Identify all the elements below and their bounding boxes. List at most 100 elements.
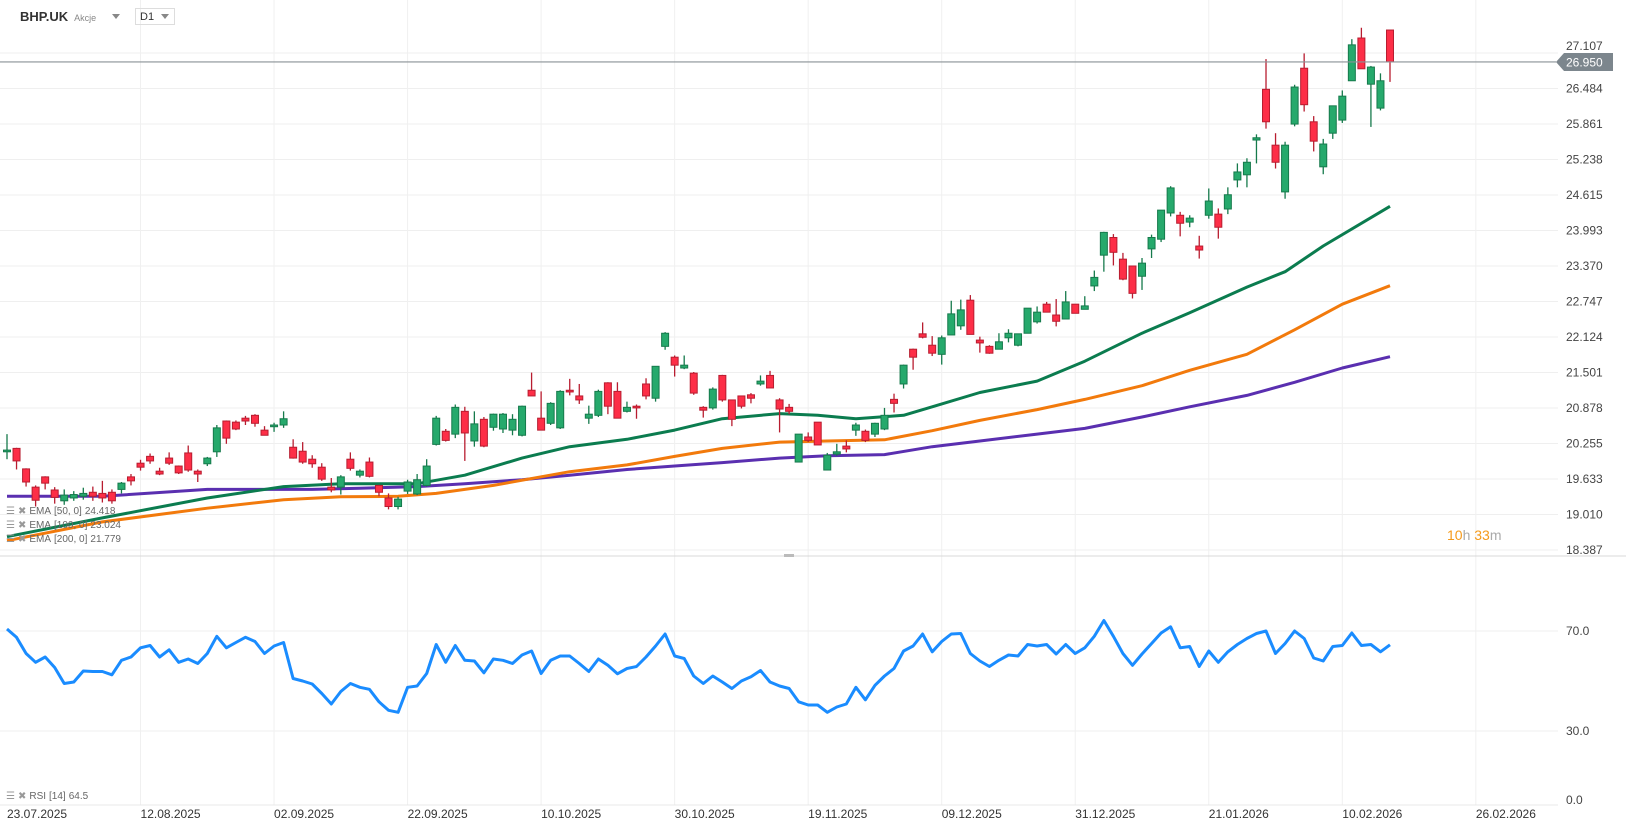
- candle-body: [222, 420, 231, 439]
- candle-body: [699, 406, 708, 411]
- candle-body: [632, 405, 641, 409]
- ema-line-100: [6, 284, 1391, 543]
- candle-body: [60, 494, 69, 502]
- candle-down: [12, 447, 21, 470]
- price-tick-label: 20.255: [1566, 437, 1603, 451]
- candle-body: [308, 458, 317, 465]
- candle-body: [603, 382, 612, 407]
- timeframe-select[interactable]: D1: [135, 8, 175, 25]
- candle-up: [1347, 39, 1356, 82]
- candle-body: [1185, 217, 1194, 223]
- candle-body: [1300, 67, 1309, 106]
- candle-up: [1080, 296, 1089, 310]
- candle-down: [1386, 29, 1394, 82]
- candle-body: [1366, 66, 1375, 85]
- settings-lines-icon[interactable]: ☰: [6, 520, 15, 531]
- candle-up: [1328, 105, 1337, 139]
- candle-body: [298, 450, 307, 463]
- legend-ema50: ☰ ✖ EMA [50, 0] 24.418: [6, 506, 115, 518]
- candle-body: [12, 447, 21, 462]
- candle-up: [622, 401, 631, 413]
- close-icon[interactable]: ✖: [17, 791, 27, 802]
- candle-body: [1319, 143, 1328, 168]
- candle-body: [1138, 262, 1147, 277]
- candle-down: [1042, 301, 1051, 313]
- close-icon[interactable]: ✖: [17, 534, 27, 545]
- candle-body: [184, 452, 193, 471]
- candle-up: [498, 413, 507, 433]
- candle-body: [432, 417, 441, 445]
- candle-down: [136, 459, 145, 471]
- candle-up: [832, 443, 841, 456]
- candle-body: [1090, 276, 1099, 287]
- candle-countdown: 10h 33m: [1447, 527, 1502, 543]
- candle-down: [1109, 234, 1118, 266]
- candle-down: [565, 378, 574, 396]
- date-tick-label: 12.08.2025: [141, 807, 201, 821]
- legend-params: [14]: [49, 791, 66, 802]
- candle-body: [98, 492, 107, 499]
- candle-body: [1128, 265, 1137, 294]
- legend-value: 21.779: [90, 534, 121, 545]
- candle-up: [937, 335, 946, 365]
- settings-lines-icon[interactable]: ☰: [6, 534, 15, 545]
- candle-body: [1309, 121, 1318, 142]
- legend-params: [100, 0]: [54, 520, 88, 531]
- date-tick-label: 02.09.2025: [274, 807, 334, 821]
- pane-resize-handle: [784, 554, 794, 557]
- date-tick-label: 22.09.2025: [408, 807, 468, 821]
- candle-body: [985, 345, 994, 354]
- last-price-value: 26.950: [1566, 55, 1603, 69]
- candle-down: [327, 478, 336, 493]
- candle-down: [613, 382, 622, 419]
- close-icon[interactable]: ✖: [17, 506, 27, 517]
- close-icon[interactable]: ✖: [17, 520, 27, 531]
- candle-down: [155, 467, 164, 476]
- candle-body: [622, 406, 631, 412]
- candle-down: [985, 345, 994, 354]
- candle-up: [79, 487, 88, 500]
- candle-body: [537, 417, 546, 431]
- candle-up: [1033, 306, 1042, 324]
- candle-body: [1071, 303, 1080, 314]
- candle-body: [785, 406, 794, 412]
- candle-down: [479, 417, 488, 448]
- candle-body: [451, 406, 460, 435]
- legend-ema200: ☰ ✖ EMA [200, 0] 21.779: [6, 534, 121, 546]
- settings-lines-icon[interactable]: ☰: [6, 791, 15, 802]
- ema-line-50: [6, 205, 1391, 539]
- symbol-selector[interactable]: BHP.UK Akcje: [20, 9, 121, 24]
- candle-up: [270, 422, 279, 432]
- candle-body: [947, 313, 956, 336]
- chevron-down-icon[interactable]: [112, 14, 121, 19]
- candle-body: [1099, 231, 1108, 256]
- candle-up: [556, 390, 565, 429]
- candle-down: [298, 442, 307, 464]
- settings-lines-icon[interactable]: ☰: [6, 506, 15, 517]
- candle-up: [1099, 231, 1108, 272]
- candle-down: [374, 484, 383, 497]
- candle-up: [489, 413, 498, 431]
- candle-body: [756, 380, 765, 385]
- candle-body: [470, 423, 479, 442]
- price-tick-label: 25.238: [1566, 153, 1603, 167]
- candle-up: [1319, 138, 1328, 175]
- rsi-line: [6, 619, 1391, 714]
- candle-up: [1290, 84, 1299, 127]
- candle-body: [737, 395, 746, 407]
- legend-label: EMA: [29, 520, 52, 531]
- candle-down: [603, 382, 612, 415]
- candle-body: [1080, 305, 1089, 310]
- candle-body: [69, 494, 78, 499]
- candle-body: [956, 309, 965, 327]
- candle-down: [766, 370, 775, 389]
- price-tick-label: 23.370: [1566, 259, 1603, 273]
- candle-body: [918, 333, 927, 338]
- instrument-type: Akcje: [74, 13, 97, 23]
- candle-body: [1281, 144, 1290, 193]
- candle-body: [279, 418, 288, 426]
- candle-body: [1033, 311, 1042, 323]
- candle-body: [823, 454, 832, 471]
- candle-body: [413, 479, 422, 495]
